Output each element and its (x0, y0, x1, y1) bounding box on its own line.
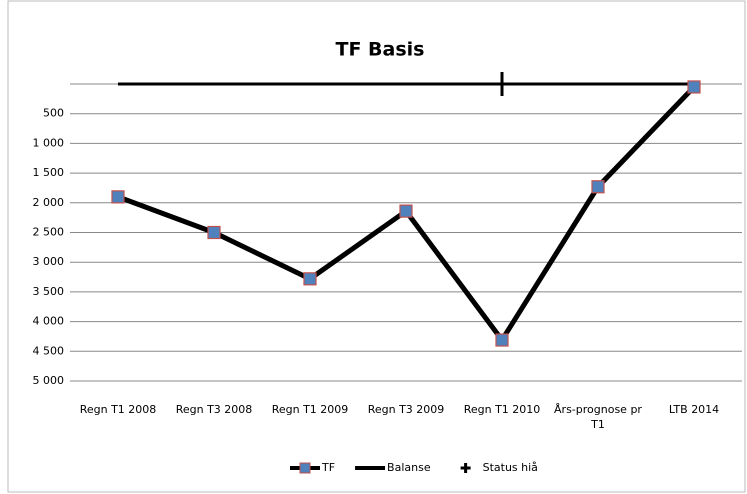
x-tick-label: Regn T1 2008 (80, 403, 157, 416)
point-marker (490, 72, 514, 96)
y-tick-label: 1 000 (33, 136, 65, 149)
point-marker (111, 190, 125, 204)
x-tick-label: LTB 2014 (669, 403, 719, 416)
y-tick-label: 3 500 (33, 285, 65, 298)
legend-swatch (299, 462, 311, 474)
point-marker (303, 272, 317, 286)
chart-frame (7, 0, 746, 493)
y-tick-label: 4 000 (33, 315, 65, 328)
point-marker (399, 204, 413, 218)
legend-swatch (460, 463, 471, 473)
y-tick-label: 5 000 (33, 374, 65, 387)
chart-title: TF Basis (336, 39, 425, 61)
point-marker (207, 225, 221, 240)
x-tick-label: Regn T3 2008 (176, 403, 253, 416)
legend-item: Balanse (355, 461, 431, 474)
x-tick-label: Regn T1 2010 (464, 403, 541, 416)
y-tick-label: 3 000 (33, 255, 65, 268)
y-tick-label: 2 500 (33, 226, 65, 239)
legend-item: Status hiå (460, 461, 538, 474)
legend-label: TF (321, 461, 335, 474)
legend-label: Balanse (387, 461, 431, 474)
y-tick-label: 2 000 (33, 196, 65, 209)
x-tick-label: Års-prognose pr T1 (554, 403, 642, 431)
y-tick-label: 500 (43, 107, 64, 120)
x-tick-label: Regn T3 2009 (368, 403, 445, 416)
legend-label: Status hiå (483, 461, 538, 474)
legend-item: TF (290, 461, 335, 474)
y-tick-label: 4 500 (33, 344, 65, 357)
x-tick-label: Regn T1 2009 (272, 403, 349, 416)
y-tick-label: 1 500 (33, 166, 65, 179)
point-marker (591, 180, 605, 194)
point-marker (495, 333, 509, 347)
point-marker (687, 80, 701, 94)
